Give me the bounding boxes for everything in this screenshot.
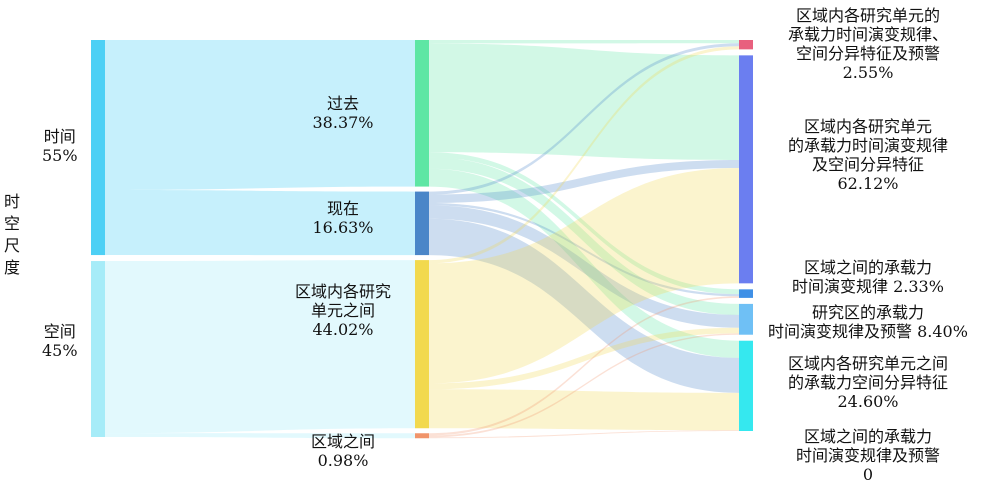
link-within-o5 (429, 389, 739, 431)
axis-title-char: 尺 (3, 236, 20, 255)
node-label-line: 16.63% (312, 218, 374, 237)
node-label-line: 现在 (327, 199, 360, 218)
node-time (91, 40, 105, 256)
node-label-o6: 区域之间的承载力 时间演变规律及预警 0 (796, 427, 940, 484)
node-label-line: 及空间分异特征 (812, 155, 925, 174)
node-label-o2: 区域内各研究单元 的承载力时间演变规律 及空间分异特征 62.12% (788, 117, 948, 193)
link-within-o4 (429, 327, 739, 390)
node-label-o4: 研究区的承载力 时间演变规律及预警 8.40% (768, 303, 968, 341)
sankey-nodes (91, 40, 753, 439)
node-label-o5: 区域内各研究单元之间 的承载力空间分异特征 24.60% (788, 354, 948, 411)
node-label-line: 过去 (327, 94, 360, 113)
node-label-line: 时间演变规律及预警 (796, 445, 941, 465)
node-label-present: 现在 16.63% (313, 199, 374, 237)
link-past-o1 (429, 40, 739, 44)
node-label-line: 0 (862, 464, 874, 484)
axis-title-char: 时 (3, 192, 20, 211)
node-label-line: 2.55% (842, 63, 894, 82)
node-o2 (739, 55, 753, 284)
node-label-line: 时间演变规律及预警 8.40% (768, 322, 968, 341)
node-label-line: 区域内各研究单元的 (796, 6, 941, 25)
link-past-o3 (429, 152, 739, 295)
link-past-o4 (429, 157, 739, 315)
node-label-line: 0.98% (317, 451, 369, 470)
node-label-line: 研究区的承载力 (811, 303, 924, 322)
node-label-line: 45% (42, 341, 78, 360)
node-o5 (739, 340, 753, 431)
link-present-o2 (429, 159, 739, 204)
node-label-time: 时间 55% (42, 127, 78, 165)
node-present (415, 191, 429, 256)
node-label-o3: 区域之间的承载力 时间演变规律 2.33% (792, 258, 944, 296)
node-between (415, 433, 429, 439)
link-between-o4 (429, 333, 739, 438)
node-space (91, 261, 105, 437)
node-label-line: 空间 (43, 322, 76, 341)
link-between-o5 (429, 430, 739, 439)
node-label-line: 区域之间 (311, 432, 376, 451)
node-within (415, 260, 429, 429)
node-label-line: 区域内各研究单元 (804, 117, 933, 136)
link-space-within (105, 260, 415, 434)
link-between-o3 (429, 296, 739, 436)
node-label-past: 过去 38.37% (313, 94, 374, 132)
link-within-o2 (429, 168, 739, 384)
link-present-o3 (429, 203, 739, 297)
node-label-line: 55% (42, 146, 78, 165)
node-label-within: 区域内各研究 单元之间 44.02% (295, 282, 391, 339)
link-space-between (105, 433, 415, 439)
node-label-space: 空间 45% (42, 322, 78, 360)
node-label-line: 24.60% (837, 391, 899, 411)
axis-title: 时空尺度 (2, 191, 22, 279)
node-o4 (739, 303, 753, 335)
link-present-o1 (429, 43, 739, 195)
node-label-line: 44.02% (312, 319, 374, 339)
axis-title-char: 度 (3, 258, 20, 277)
link-past-o5 (429, 168, 739, 358)
node-label-line: 62.12% (837, 174, 899, 193)
sankey-links (105, 40, 739, 439)
node-label-line: 的承载力空间分异特征 (788, 372, 949, 392)
link-time-present (105, 190, 415, 256)
node-label-line: 38.37% (312, 113, 374, 132)
node-o1 (739, 40, 753, 50)
node-past (415, 40, 429, 187)
node-label-line: 时间演变规律 2.33% (792, 277, 944, 296)
node-label-line: 区域内各研究 (295, 281, 392, 301)
link-within-o1 (429, 46, 739, 264)
node-label-line: 区域之间的承载力 (803, 258, 932, 277)
node-label-line: 时间 (43, 127, 76, 146)
link-past-o2 (429, 43, 739, 160)
axis-title-char: 空 (3, 214, 20, 233)
node-label-line: 承载力时间演变规律、 (788, 25, 949, 44)
node-o3 (739, 289, 753, 298)
node-label-line: 区域之间的承载力 (804, 426, 933, 446)
node-label-line: 空间分异特征及预警 (796, 44, 941, 63)
link-present-o4 (429, 205, 739, 328)
node-label-between: 区域之间 0.98% (311, 432, 375, 470)
link-time-past (105, 40, 415, 191)
node-label-line: 的承载力时间演变规律 (788, 136, 949, 155)
link-present-o5 (429, 218, 739, 393)
node-label-o1: 区域内各研究单元的 承载力时间演变规律、 空间分异特征及预警 2.55% (788, 6, 948, 82)
node-label-line: 单元之间 (311, 300, 376, 320)
node-label-line: 区域内各研究单元之间 (788, 353, 949, 373)
